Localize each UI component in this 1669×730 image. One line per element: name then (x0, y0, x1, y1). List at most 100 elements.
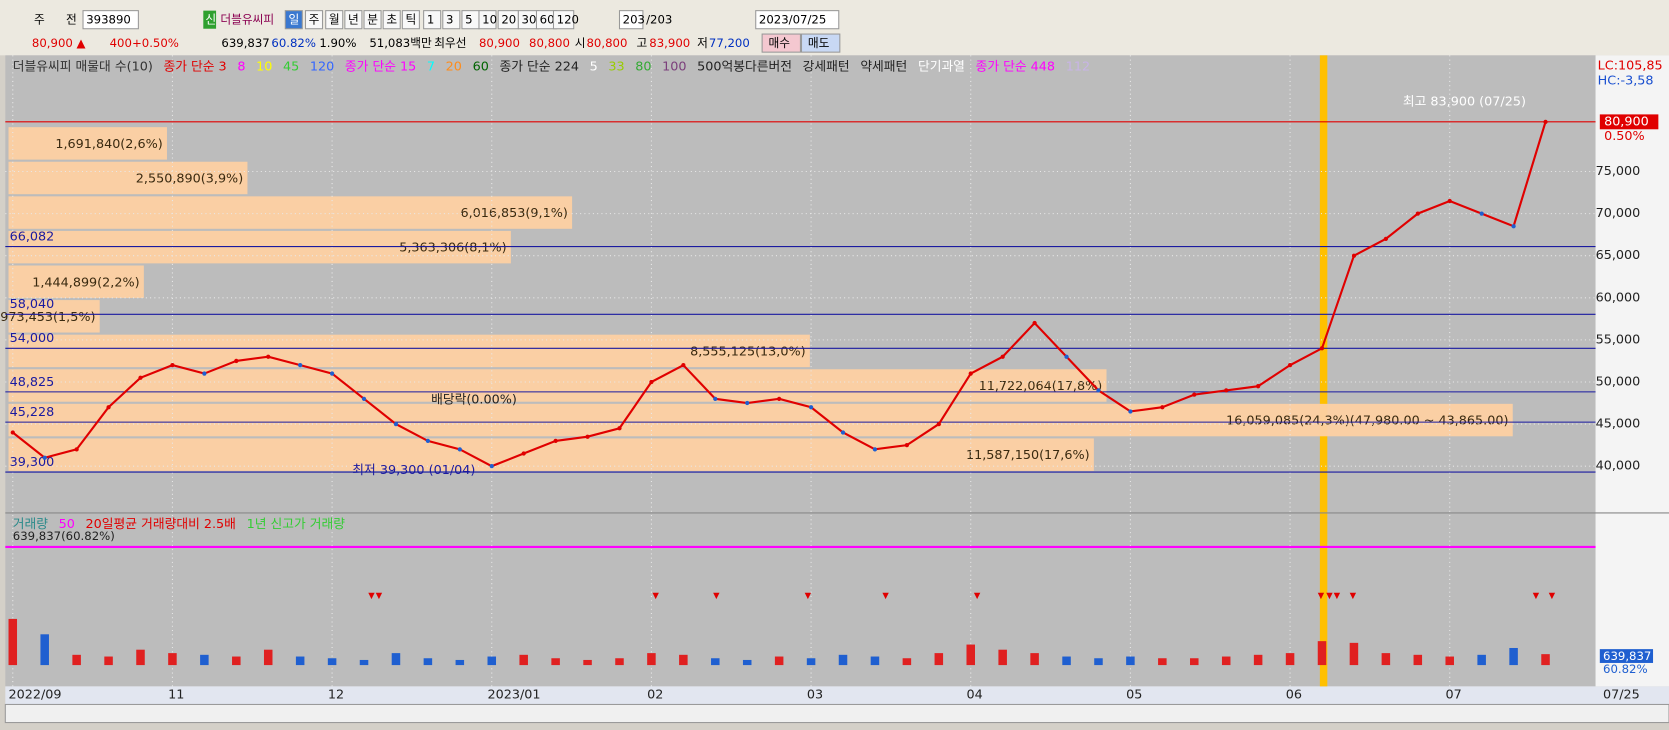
volume-bar (72, 654, 81, 666)
price-point (840, 430, 846, 435)
quote-text: 77,200 (709, 36, 750, 50)
end-date: 07/25 (1603, 687, 1640, 702)
volume-profile-bar (8, 127, 167, 160)
lc-label: LC:105,85 (1598, 58, 1663, 73)
volume-bar (998, 649, 1007, 666)
price-point (42, 455, 47, 460)
toolbar-text[interactable]: 60 (540, 13, 555, 27)
volume-profile-bar (8, 300, 100, 333)
volume-bar (519, 654, 528, 666)
volume-legend-entry: 20일평균 거래량대비 2.5배 (86, 517, 236, 532)
price-point (681, 363, 686, 368)
price-point (1351, 253, 1357, 258)
toolbar-input[interactable] (618, 10, 644, 30)
volume-profile-label: 6,016,853(9,1%) (460, 206, 567, 221)
legend-entry: 더블유씨피 매물대 수(10) (13, 60, 153, 75)
order-button[interactable] (761, 33, 801, 53)
toolbar-text[interactable]: 년 (348, 13, 359, 27)
x-tick-label: 11 (168, 687, 184, 702)
quote-text: 고 (637, 36, 648, 50)
price-point (904, 442, 910, 448)
toolbar-button[interactable] (401, 10, 420, 30)
volume-bar (295, 656, 305, 666)
toolbar-badge (203, 10, 217, 29)
toolbar-input[interactable] (755, 10, 840, 30)
toolbar-text[interactable]: 30 (522, 13, 537, 27)
current-price-box (1599, 114, 1659, 130)
x-tick-label: 05 (1126, 687, 1142, 702)
toolbar-button[interactable] (344, 10, 363, 30)
volume-profile-label: 11,722,064(17,8%) (979, 379, 1103, 394)
price-point (968, 371, 973, 376)
toolbar-button[interactable] (552, 10, 575, 30)
toolbar-button[interactable] (325, 10, 344, 30)
current-change: 0.50% (1604, 129, 1645, 144)
price-point (1447, 198, 1452, 204)
toolbar-button[interactable] (423, 10, 442, 30)
price-point (1256, 384, 1261, 389)
quote-text: 639,837 (221, 36, 269, 50)
quote-text: 80,900 ▲ (32, 36, 86, 50)
legend-entry: 단기과열 (918, 60, 965, 75)
toolbar-text: 더블유씨피 (220, 13, 274, 27)
volume-bar (423, 658, 433, 666)
quote-text[interactable]: 매도 (808, 36, 830, 50)
toolbar-button[interactable] (304, 10, 324, 30)
volume-bar (40, 634, 49, 666)
volume-bar (200, 654, 209, 666)
volume-bar (902, 658, 912, 666)
volume-profile-label: 16,059,085(24,3%)(47,980.00 ~ 43,865.00) (1226, 414, 1508, 429)
quote-text[interactable]: 매수 (769, 36, 791, 50)
x-tick-label: 2023/01 (488, 687, 541, 702)
toolbar-button[interactable] (442, 10, 461, 30)
toolbar-text[interactable]: 10 (482, 13, 497, 27)
volume-bar (1413, 654, 1423, 666)
toolbar-text[interactable]: 틱 (406, 13, 417, 27)
toolbar-text[interactable]: 주 (309, 13, 320, 27)
x-tick-label: 04 (966, 687, 982, 702)
volume-bar (711, 658, 720, 666)
toolbar-button[interactable] (382, 10, 401, 30)
toolbar-text[interactable]: 분 (367, 13, 378, 27)
volume-current: 639,837 (1603, 649, 1651, 663)
price-point (1160, 405, 1165, 410)
price-point (1319, 346, 1325, 351)
order-button[interactable] (800, 33, 841, 53)
legend-entry: 10 (256, 60, 272, 75)
signal-arrows (368, 592, 1556, 600)
level-label: 45,228 (10, 405, 55, 420)
x-tick-label: 12 (328, 687, 344, 702)
toolbar-text[interactable]: 3 (446, 13, 453, 27)
toolbar-button[interactable] (363, 10, 382, 30)
volume-bar (679, 654, 688, 666)
toolbar-text[interactable]: 월 (329, 13, 340, 27)
hc-label: HC:-3,58 (1598, 73, 1654, 88)
volume-profile-bar (8, 403, 1513, 437)
toolbar-text[interactable]: 120 (557, 13, 579, 27)
volume-profile-label: 2,550,890(3,9%) (136, 172, 243, 187)
price-point (1192, 392, 1197, 397)
level-label: 58,040 (10, 297, 55, 312)
price-point (1287, 363, 1293, 368)
toolbar-text[interactable]: 일 (288, 13, 299, 27)
toolbar-text[interactable]: 20 (501, 13, 516, 27)
quote-text: 400 (110, 36, 132, 50)
volume-bar (934, 653, 944, 666)
legend-entry: 종가 단순 224 (499, 60, 578, 75)
price-point (138, 375, 143, 380)
scrollbar[interactable] (4, 703, 1669, 724)
quote-text: 시 (575, 36, 586, 50)
toolbar-text[interactable]: 1 (427, 13, 434, 27)
volume-bar (1253, 654, 1263, 666)
toolbar-input[interactable] (82, 10, 139, 30)
toolbar-text[interactable]: 5 (465, 13, 472, 27)
price-point (489, 464, 494, 469)
volume-bar (966, 644, 976, 666)
legend-entry: 7 (427, 60, 435, 75)
toolbar-button[interactable] (478, 10, 497, 30)
toolbar-button[interactable] (284, 10, 303, 30)
volume-bar (487, 656, 497, 666)
price-point (808, 405, 814, 410)
current-price: 80,900 (1604, 114, 1649, 129)
toolbar-text[interactable]: 초 (386, 13, 397, 27)
